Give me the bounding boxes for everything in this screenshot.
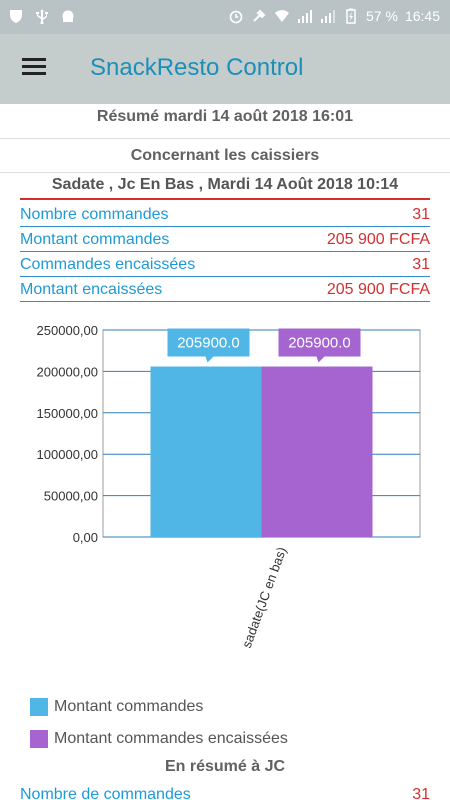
wifi-icon	[275, 10, 290, 22]
menu-icon[interactable]	[20, 54, 50, 84]
app-title: SnackResto Control	[90, 54, 304, 81]
stat-row-order-count: Nombre commandes 31	[20, 202, 430, 227]
legend-label: Montant commandes	[54, 698, 204, 715]
y-tick-label: 50000,00	[44, 489, 98, 504]
android-icon	[62, 10, 74, 22]
bar	[150, 366, 262, 537]
stat-row-cashed-count: Commandes encaissées 31	[20, 252, 430, 277]
signal-icon	[298, 10, 313, 23]
stat-value: 205 900 FCFA	[326, 281, 430, 298]
summary-heading: Résumé mardi 14 août 2018 16:01	[96, 108, 354, 125]
signal-icon-2	[321, 10, 336, 23]
cashier-title: Sadate , Jc En Bas , Mardi 14 Août 2018 …	[20, 176, 430, 200]
stat-label: Nombre de commandes	[20, 786, 191, 800]
stat-row-order-amount: Montant commandes 205 900 FCFA	[20, 227, 430, 252]
shield-icon	[10, 10, 22, 23]
stat-label: Montant commandes	[20, 231, 170, 248]
data-label: 205900.0	[177, 335, 240, 352]
y-tick-label: 200000,00	[37, 364, 98, 379]
usb-icon	[36, 9, 48, 24]
legend-swatch	[30, 730, 48, 748]
data-label: 205900.0	[288, 335, 351, 352]
app-bar: SnackResto Control	[0, 34, 450, 104]
legend-swatch	[30, 698, 48, 716]
status-bar: 57 % 16:45	[0, 0, 450, 34]
stat-label: Commandes encaissées	[20, 256, 196, 273]
y-tick-label: 150000,00	[37, 406, 98, 421]
stat-value: 31	[412, 256, 430, 273]
data-label-pointer	[205, 356, 214, 363]
stat-value: 205 900 FCFA	[326, 231, 430, 248]
stat-value: 31	[412, 206, 430, 223]
y-tick-label: 0,00	[73, 530, 98, 545]
clock: 16:45	[404, 8, 440, 24]
stat-label: Nombre commandes	[20, 206, 169, 223]
stat-label: Montant encaissées	[20, 281, 163, 298]
data-label-pointer	[316, 356, 325, 363]
cashiers-heading: Concernant les caissiers	[130, 147, 320, 164]
legend-item: Montant commandes	[30, 692, 288, 722]
chart-legend: Montant commandes Montant commandes enca…	[30, 692, 288, 756]
legend-item: Montant commandes encaissées	[30, 724, 288, 754]
stat-value: 31	[412, 786, 430, 800]
jc-stat-row: Nombre de commandes 31	[20, 786, 430, 800]
legend-label: Montant commandes encaissées	[54, 730, 288, 747]
y-tick-label: 100000,00	[37, 447, 98, 462]
divider	[0, 138, 450, 139]
x-tick-label: sadate(JC en bas)	[239, 545, 289, 650]
battery-percent: 57 %	[366, 8, 398, 24]
jc-heading: En résumé à JC	[164, 758, 286, 775]
data-label-box	[167, 328, 250, 357]
data-label-box	[278, 328, 361, 357]
tools-icon	[253, 9, 266, 22]
battery-charging-icon	[346, 8, 356, 24]
y-tick-label: 250000,00	[37, 323, 98, 338]
bar-chart: 0,00 50000,00 100000,00 150000,00 200000,00 2…	[37, 323, 421, 650]
alarm-icon	[229, 10, 243, 24]
stat-row-cashed-amount: Montant encaissées 205 900 FCFA	[20, 277, 430, 302]
bar	[261, 366, 373, 537]
divider	[0, 172, 450, 173]
